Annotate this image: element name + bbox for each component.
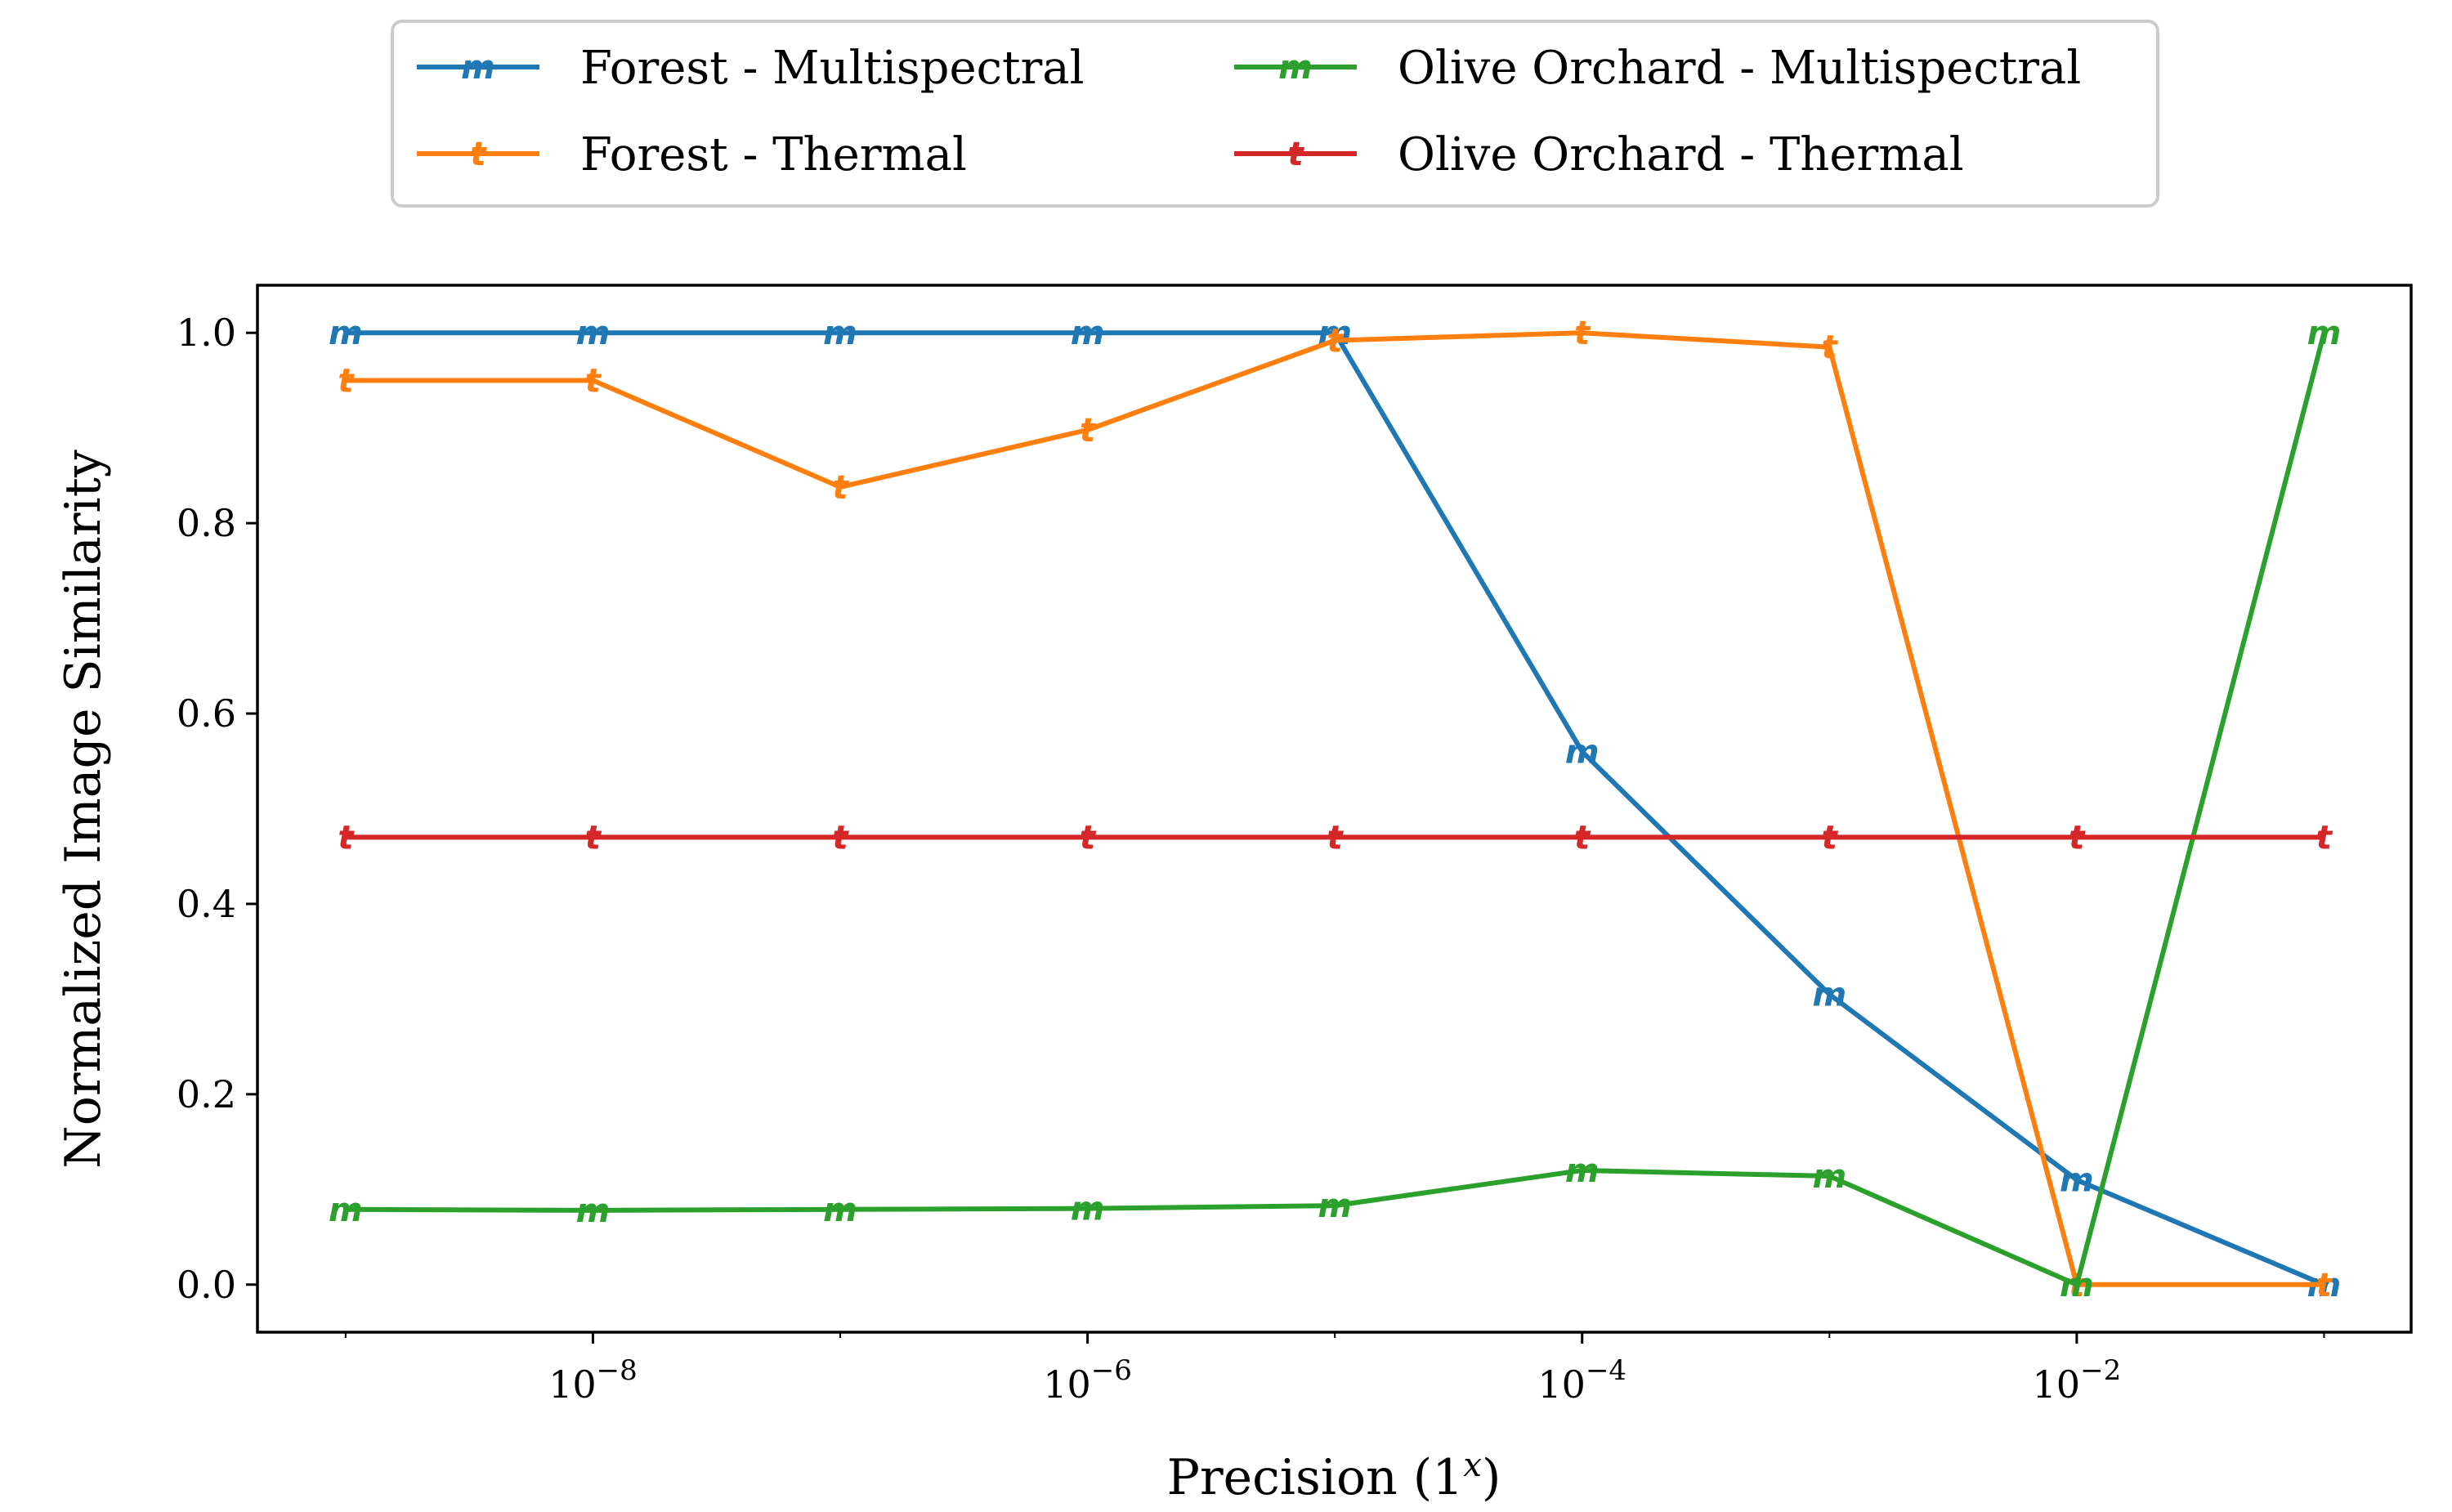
legend-label: Olive Orchard - Thermal [1398, 128, 1964, 181]
legend-label: Forest - Thermal [580, 128, 967, 181]
legend-entry: m Forest - Multispectral [417, 42, 1085, 95]
legend-marker: m [461, 49, 495, 87]
y-tick-label: 0.8 [177, 501, 236, 545]
data-point: t [1327, 323, 1345, 360]
x-tick-label: 10−6 [1043, 1354, 1132, 1407]
data-point: t [1080, 819, 1097, 857]
series-line [345, 332, 2327, 1287]
data-point: m [1565, 734, 1600, 772]
data-point: t [338, 362, 355, 400]
x-tick-label: 10−4 [1537, 1354, 1626, 1407]
legend-marker: t [470, 136, 487, 173]
x-axis-label: Precision (1x) [1167, 1447, 1501, 1506]
legend-entry: t Forest - Thermal [417, 128, 967, 181]
series-olive-orchard-multispectral: m m m m m m m m m [329, 315, 2341, 1304]
legend: m Forest - Multispectral t Forest - Thermal… [391, 20, 2159, 208]
legend-marker: t [1287, 136, 1304, 173]
series-line [345, 330, 2325, 1287]
y-tick-label: 0.2 [177, 1072, 236, 1116]
data-point: m [576, 1192, 611, 1230]
data-point: m [2060, 1267, 2094, 1304]
legend-entry: t Olive Orchard - Thermal [1234, 128, 1964, 181]
data-point: t [338, 819, 355, 857]
y-axis-label: Normalized Image Similarity [55, 450, 112, 1169]
y-axis: 0.0 0.2 0.4 0.6 0.8 1.0 [177, 311, 257, 1307]
legend-label: Olive Orchard - Multispectral [1398, 42, 2081, 95]
x-axis: 10−8 10−6 10−4 10−2 [344, 1332, 2325, 1407]
data-point: t [1327, 819, 1345, 857]
data-point: t [585, 819, 602, 857]
data-point: m [2307, 315, 2342, 352]
data-point: t [1574, 819, 1591, 857]
data-point: m [1318, 1188, 1352, 1225]
legend-frame [391, 20, 2159, 208]
data-point: t [1822, 819, 1839, 857]
y-tick-label: 1.0 [177, 311, 236, 355]
data-point: t [2069, 819, 2086, 857]
y-tick-label: 0.6 [177, 691, 236, 736]
data-point: t [1574, 315, 1591, 352]
data-point: m [1071, 315, 1105, 352]
data-point: m [1812, 977, 1846, 1014]
y-tick-label: 0.0 [177, 1263, 236, 1307]
data-point: m [576, 315, 611, 352]
data-point: t [832, 819, 849, 857]
data-point: m [329, 1192, 363, 1229]
data-point: t [832, 469, 849, 507]
data-point: t [2316, 819, 2333, 857]
data-point: m [1812, 1158, 1846, 1196]
data-point: m [823, 1192, 857, 1229]
series-forest-multispectral: m m m m m m m m m [329, 315, 2341, 1304]
series-forest-thermal: t t t t t t t t t [338, 315, 2333, 1304]
data-point: t [1822, 329, 1839, 367]
data-point: m [2060, 1162, 2094, 1200]
legend-marker: m [1278, 49, 1313, 87]
data-point: t [2316, 1267, 2333, 1304]
legend-label: Forest - Multispectral [580, 42, 1085, 95]
x-tick-label: 10−8 [548, 1354, 638, 1407]
data-point: m [329, 315, 363, 352]
x-tick-label: 10−2 [2033, 1354, 2122, 1407]
series-line [345, 330, 2324, 1287]
data-point: m [823, 315, 857, 352]
data-point: t [585, 362, 602, 400]
y-tick-label: 0.4 [177, 882, 236, 926]
data-point: m [1565, 1152, 1600, 1190]
legend-entry: m Olive Orchard - Multispectral [1234, 42, 2081, 95]
data-point: m [1071, 1191, 1105, 1228]
data-point: t [1080, 412, 1097, 450]
